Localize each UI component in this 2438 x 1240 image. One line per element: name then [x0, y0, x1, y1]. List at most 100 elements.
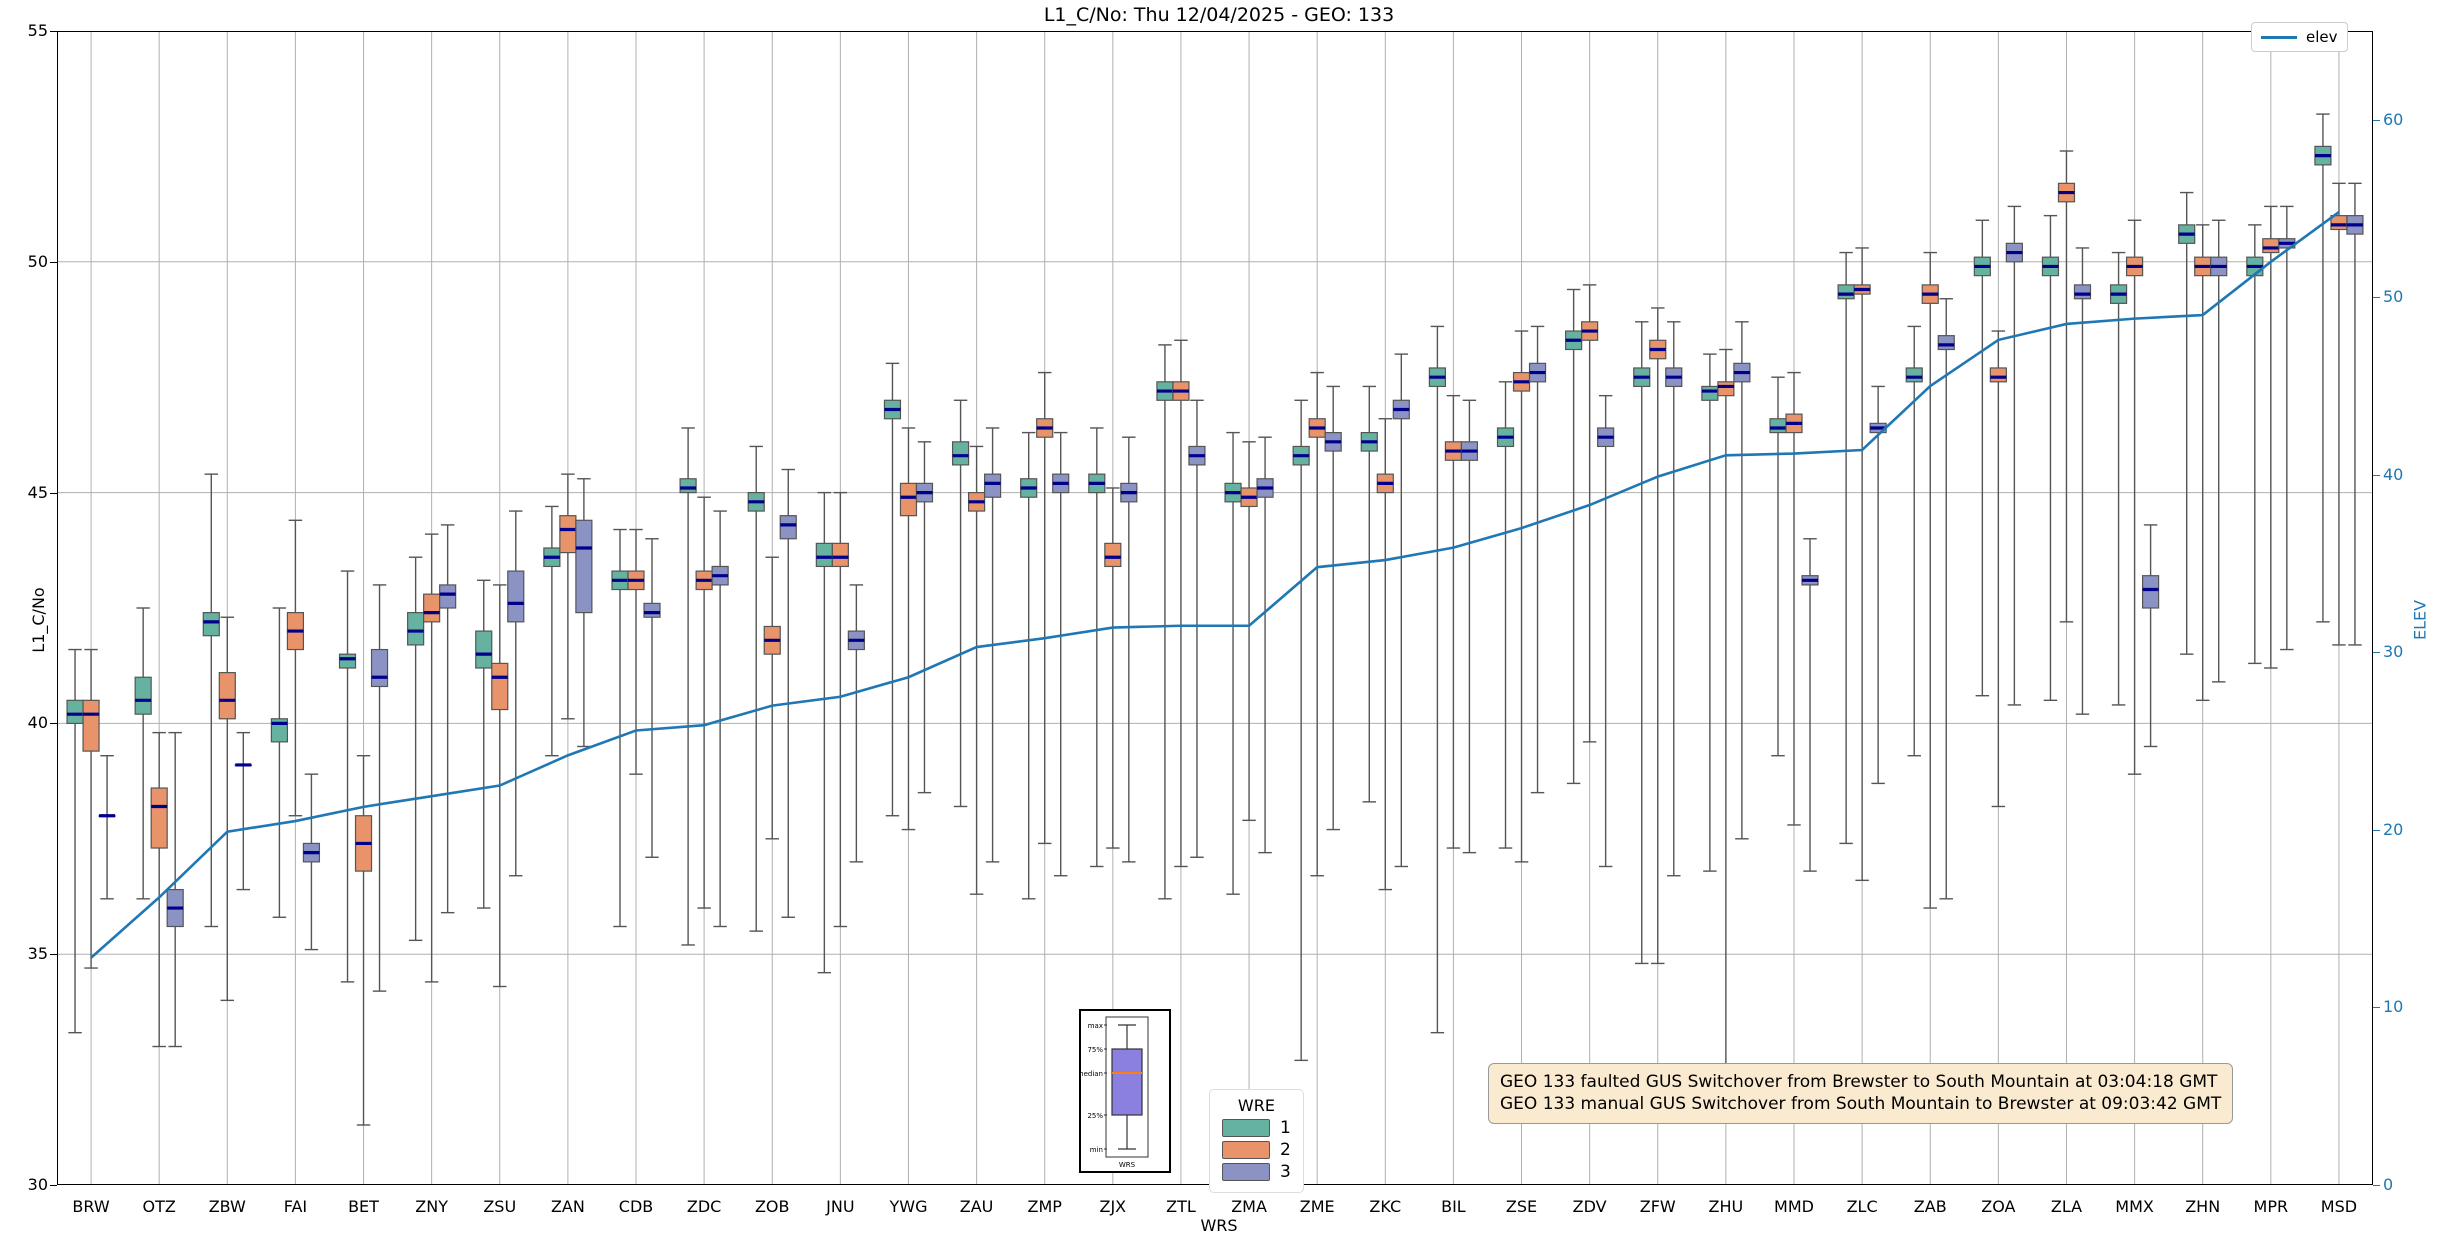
- wre-legend-item-3[interactable]: 3: [1222, 1162, 1291, 1182]
- boxplot-box[interactable]: [1528, 325, 1547, 794]
- boxplot-box[interactable]: [338, 570, 357, 983]
- boxplot-box[interactable]: [286, 519, 305, 817]
- boxplot-box[interactable]: [1665, 321, 1683, 877]
- boxplot-box[interactable]: [1088, 427, 1106, 868]
- boxplot-box[interactable]: [951, 399, 970, 808]
- boxplot-box[interactable]: [611, 528, 629, 928]
- boxplot-box[interactable]: [1104, 487, 1122, 849]
- boxplot-box[interactable]: [747, 445, 765, 932]
- boxplot-box[interactable]: [1512, 330, 1531, 863]
- boxplot-box[interactable]: [1905, 325, 1923, 757]
- boxplot-box[interactable]: [270, 607, 289, 918]
- boxplot-box[interactable]: [302, 773, 321, 951]
- boxplot-box[interactable]: [423, 533, 441, 983]
- boxplot-box[interactable]: [1460, 399, 1479, 854]
- boxplot-box[interactable]: [1052, 431, 1070, 877]
- boxplot-box[interactable]: [679, 427, 697, 946]
- boxplot-box[interactable]: [1156, 344, 1174, 900]
- boxplot-box[interactable]: [1428, 325, 1447, 1034]
- boxplot-box[interactable]: [627, 528, 645, 775]
- boxplot-box[interactable]: [2005, 205, 2023, 706]
- boxplot-box[interactable]: [1036, 371, 1054, 845]
- boxplot-box[interactable]: [779, 468, 797, 918]
- boxplot-box[interactable]: [899, 427, 918, 831]
- boxplot-box[interactable]: [354, 755, 373, 1126]
- boxplot-box[interactable]: [1376, 418, 1394, 891]
- boxplot-box[interactable]: [150, 731, 168, 1048]
- boxplot-box[interactable]: [1633, 321, 1651, 965]
- boxplot-box[interactable]: [1256, 436, 1274, 854]
- boxplot-box[interactable]: [82, 648, 100, 969]
- boxplot-box[interactable]: [2073, 247, 2092, 715]
- wre-legend-item-2[interactable]: 2: [1222, 1140, 1291, 1160]
- boxplot-box[interactable]: [1308, 371, 1326, 877]
- boxplot-box[interactable]: [831, 491, 849, 928]
- boxplot-box[interactable]: [967, 445, 986, 895]
- boxplot-box[interactable]: [1392, 353, 1410, 868]
- boxplot-box[interactable]: [98, 755, 116, 900]
- boxplot-box[interactable]: [2178, 191, 2196, 655]
- boxplot-box[interactable]: [407, 556, 425, 942]
- boxplot-box[interactable]: [134, 607, 152, 900]
- boxplot-box[interactable]: [1733, 321, 1751, 840]
- boxplot-box[interactable]: [439, 524, 457, 914]
- boxplot-box[interactable]: [1869, 385, 1887, 785]
- boxplot-box[interactable]: [883, 362, 902, 817]
- boxplot-box[interactable]: [1649, 307, 1667, 965]
- boxplot-box[interactable]: [2210, 219, 2228, 683]
- boxplot-box[interactable]: [1853, 247, 1871, 882]
- boxplot-box[interactable]: [2125, 219, 2144, 775]
- boxplot-box[interactable]: [1937, 298, 1955, 900]
- boxplot-box[interactable]: [1020, 431, 1038, 900]
- boxplot-box[interactable]: [2041, 214, 2060, 702]
- boxplot-box[interactable]: [1701, 353, 1719, 872]
- boxplot-box[interactable]: [711, 510, 729, 928]
- boxplot-box[interactable]: [2278, 205, 2296, 651]
- boxplot-box[interactable]: [2057, 150, 2076, 623]
- boxplot-box[interactable]: [370, 584, 389, 992]
- boxplot-box[interactable]: [559, 473, 577, 720]
- boxplot-box[interactable]: [2194, 224, 2212, 702]
- boxplot-box[interactable]: [2246, 224, 2264, 665]
- boxplot-box[interactable]: [1224, 431, 1242, 895]
- boxplot-box[interactable]: [1240, 441, 1258, 822]
- boxplot-box[interactable]: [815, 491, 833, 974]
- boxplot-box[interactable]: [2141, 524, 2160, 748]
- boxplot-box[interactable]: [1717, 348, 1735, 1112]
- boxplot-box[interactable]: [1172, 339, 1190, 868]
- boxplot-box[interactable]: [915, 441, 934, 794]
- boxplot-box[interactable]: [66, 648, 84, 1034]
- boxplot-box[interactable]: [507, 510, 525, 877]
- boxplot-box[interactable]: [2314, 113, 2332, 623]
- boxplot-box[interactable]: [166, 731, 184, 1048]
- boxplot-box[interactable]: [1581, 284, 1599, 743]
- boxplot-box[interactable]: [2346, 182, 2364, 646]
- boxplot-box[interactable]: [847, 584, 865, 863]
- boxplot-box[interactable]: [1565, 288, 1583, 785]
- boxplot-box[interactable]: [763, 556, 781, 840]
- boxplot-box[interactable]: [543, 505, 561, 757]
- wre-legend-item-1[interactable]: 1: [1222, 1118, 1291, 1138]
- boxplot-box[interactable]: [2330, 182, 2348, 646]
- boxplot-box[interactable]: [1120, 436, 1138, 863]
- boxplot-box[interactable]: [1801, 538, 1819, 872]
- boxplot-box[interactable]: [475, 579, 493, 909]
- boxplot-box[interactable]: [218, 616, 236, 1002]
- boxplot-box[interactable]: [1989, 330, 2007, 808]
- boxplot-box[interactable]: [1785, 371, 1803, 826]
- boxplot-box[interactable]: [1921, 251, 1939, 909]
- boxplot-box[interactable]: [1324, 385, 1342, 831]
- boxplot-box[interactable]: [1292, 399, 1310, 1062]
- boxplot-box[interactable]: [234, 731, 252, 891]
- boxplot-box[interactable]: [1360, 385, 1378, 803]
- boxplot-box[interactable]: [1973, 219, 1991, 697]
- boxplot-box[interactable]: [202, 473, 220, 928]
- boxplot-box[interactable]: [1769, 376, 1787, 757]
- boxplot-box[interactable]: [643, 538, 661, 858]
- boxplot-box[interactable]: [695, 496, 713, 909]
- boxplot-box[interactable]: [1496, 381, 1515, 849]
- boxplot-box[interactable]: [1444, 394, 1463, 849]
- boxplot-box[interactable]: [2109, 251, 2128, 706]
- boxplot-box[interactable]: [2262, 205, 2280, 669]
